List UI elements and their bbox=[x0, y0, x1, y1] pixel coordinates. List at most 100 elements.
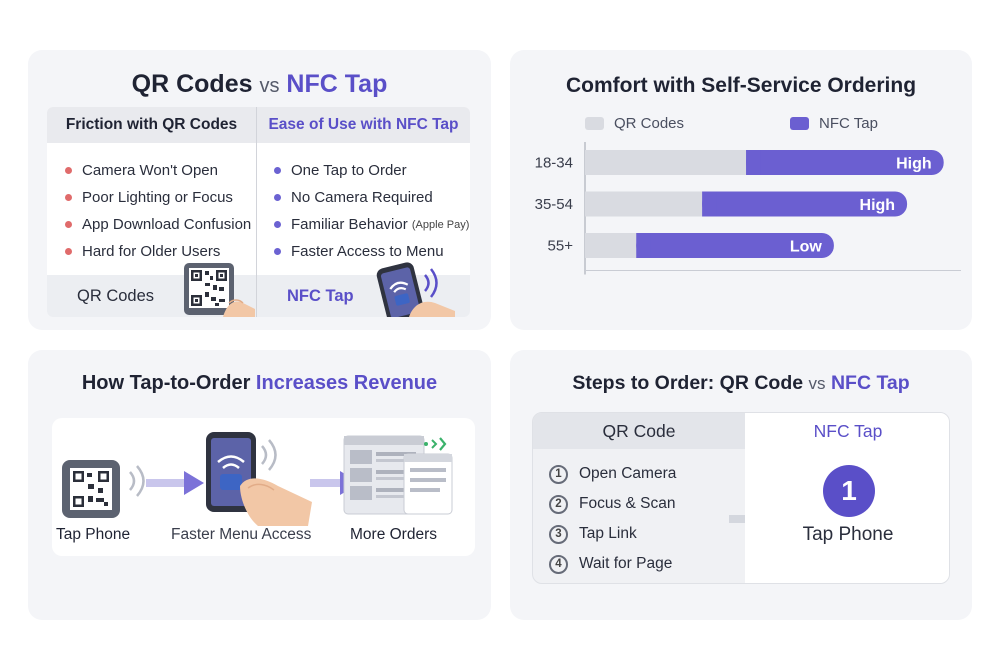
list-item: One Tap to Order bbox=[274, 157, 469, 184]
list-item: Camera Won't Open bbox=[65, 157, 251, 184]
category-tick-label: 18-34 bbox=[535, 155, 573, 172]
ease-header: Ease of Use with NFC Tap bbox=[257, 107, 470, 143]
nfc-steps-column: NFC Tap 1 Tap Phone bbox=[745, 413, 949, 583]
steps-to-order-panel: Steps to Order: QR Code vs NFC Tap QR Co… bbox=[510, 350, 972, 620]
legend-label-qr: QR Codes bbox=[614, 115, 685, 132]
list-item-label: App Download Confusion bbox=[82, 216, 252, 233]
title-vs: vs bbox=[259, 75, 280, 97]
bullet-icon bbox=[65, 194, 72, 201]
title-part-2: NFC Tap bbox=[830, 372, 910, 394]
data-label: High bbox=[860, 197, 896, 214]
bullet-icon bbox=[65, 248, 72, 255]
list-item-label: Familiar Behavior bbox=[291, 216, 408, 233]
comparison-card: Friction with QR Codes Ease of Use with … bbox=[47, 107, 470, 317]
ease-list: One Tap to Order No Camera Required Fami… bbox=[274, 157, 469, 265]
qr-steps-header: QR Code bbox=[533, 413, 745, 449]
nfc-step-number: 1 bbox=[823, 465, 875, 517]
qr-code-icon bbox=[184, 263, 255, 317]
bar-nfc-join bbox=[702, 191, 717, 217]
legend-item-nfc: NFC Tap bbox=[790, 115, 878, 132]
list-item-label: Hard for Older Users bbox=[82, 243, 221, 260]
list-item: Faster Access to Menu bbox=[274, 238, 469, 265]
bar-qr bbox=[585, 233, 647, 258]
friction-list: Camera Won't Open Poor Lighting or Focus… bbox=[65, 157, 251, 265]
step-label: Wait for Page bbox=[579, 555, 673, 572]
list-item: App Download Confusion bbox=[65, 211, 251, 238]
list-item-label: No Camera Required bbox=[291, 189, 433, 206]
list-item-label: Camera Won't Open bbox=[82, 162, 218, 179]
list-item-note: (Apple Pay) bbox=[411, 218, 470, 231]
order-screens-icon bbox=[343, 435, 453, 515]
nfc-phone-icon bbox=[376, 262, 455, 317]
bar-nfc-join bbox=[636, 233, 651, 258]
list-item: No Camera Required bbox=[274, 184, 469, 211]
nfc-footer-label: NFC Tap bbox=[287, 287, 354, 305]
step-number: 3 bbox=[549, 524, 568, 544]
list-item-label: Faster Access to Menu bbox=[291, 243, 444, 260]
title-part-2: Increases Revenue bbox=[255, 372, 438, 394]
qr-footer-label: QR Codes bbox=[77, 287, 155, 305]
title-vs: vs bbox=[808, 374, 826, 393]
data-label: Low bbox=[790, 239, 823, 256]
list-item-label: Poor Lighting or Focus bbox=[82, 189, 233, 206]
list-item: 3 Tap Link bbox=[549, 519, 676, 549]
revenue-flow-panel: How Tap-to-Order Increases Revenue bbox=[28, 350, 491, 620]
data-label: High bbox=[896, 156, 932, 173]
qr-vs-nfc-panel: QR Codes vs NFC Tap Friction with QR Cod… bbox=[28, 50, 491, 330]
bullet-icon bbox=[274, 248, 281, 255]
divider bbox=[256, 107, 257, 317]
bullet-icon bbox=[274, 167, 281, 174]
title-nfc: NFC Tap bbox=[286, 70, 388, 98]
legend-swatch-qr bbox=[585, 117, 604, 130]
list-item: 2 Focus & Scan bbox=[549, 489, 676, 519]
bar-qr bbox=[585, 150, 757, 175]
list-item: 1 Open Camera bbox=[549, 459, 676, 489]
qr-steps-header-label: QR Code bbox=[602, 421, 676, 441]
flow-step-label: Tap Phone bbox=[56, 526, 131, 543]
flow-step-label: Faster Menu Access bbox=[171, 526, 312, 543]
legend-label-nfc: NFC Tap bbox=[819, 115, 878, 132]
step-number: 2 bbox=[549, 494, 568, 514]
panel-title: How Tap-to-Order Increases Revenue bbox=[28, 372, 491, 395]
list-item-label: One Tap to Order bbox=[291, 162, 407, 179]
friction-header-label: Friction with QR Codes bbox=[65, 116, 238, 133]
legend-swatch-nfc bbox=[790, 117, 809, 130]
ease-header-label: Ease of Use with NFC Tap bbox=[268, 116, 459, 133]
step-number: 1 bbox=[549, 464, 568, 484]
panel-title: Steps to Order: QR Code vs NFC Tap bbox=[510, 372, 972, 395]
bullet-icon bbox=[274, 221, 281, 228]
bullet-icon bbox=[274, 194, 281, 201]
comfort-chart-panel: Comfort with Self-Service Ordering QR Co… bbox=[510, 50, 972, 330]
bar-nfc bbox=[702, 191, 908, 217]
step-label: Focus & Scan bbox=[579, 495, 676, 512]
arrow-right-icon bbox=[146, 471, 204, 495]
bullet-icon bbox=[65, 167, 72, 174]
bar-qr bbox=[585, 191, 713, 217]
qr-steps-list: 1 Open Camera 2 Focus & Scan 3 Tap Link 4 Wa… bbox=[549, 459, 676, 579]
chart-title: Comfort with Self-Service Ordering bbox=[565, 74, 917, 97]
bullet-icon bbox=[65, 221, 72, 228]
bar-nfc bbox=[746, 150, 944, 175]
step-number: 4 bbox=[549, 554, 568, 574]
friction-header: Friction with QR Codes bbox=[47, 107, 256, 143]
step-label: Tap Link bbox=[579, 525, 637, 542]
nfc-step-label: Tap Phone bbox=[802, 524, 894, 545]
panel-title: QR Codes vs NFC Tap bbox=[28, 70, 491, 99]
list-item: 4 Wait for Page bbox=[549, 549, 676, 579]
nfc-steps-header: NFC Tap bbox=[813, 421, 883, 441]
category-tick-label: 55+ bbox=[548, 238, 574, 255]
flow-step-label: More Orders bbox=[350, 526, 437, 543]
legend-item-qr: QR Codes bbox=[585, 115, 684, 132]
category-tick-label: 35-54 bbox=[535, 196, 573, 213]
steps-card: QR Code 1 Open Camera 2 Focus & Scan 3 Tap … bbox=[532, 412, 950, 584]
bar-nfc bbox=[636, 233, 834, 258]
bar-nfc-join bbox=[746, 150, 761, 175]
title-part-1: Steps to Order: QR Code bbox=[572, 372, 804, 394]
nfc-phone-icon bbox=[206, 432, 312, 526]
title-qr: QR Codes bbox=[131, 70, 253, 98]
qr-code-icon bbox=[62, 460, 145, 518]
title-part-1: How Tap-to-Order bbox=[81, 372, 251, 394]
list-item: Hard for Older Users bbox=[65, 238, 251, 265]
list-item: Familiar Behavior (Apple Pay) bbox=[274, 211, 469, 238]
step-label: Open Camera bbox=[579, 465, 677, 482]
